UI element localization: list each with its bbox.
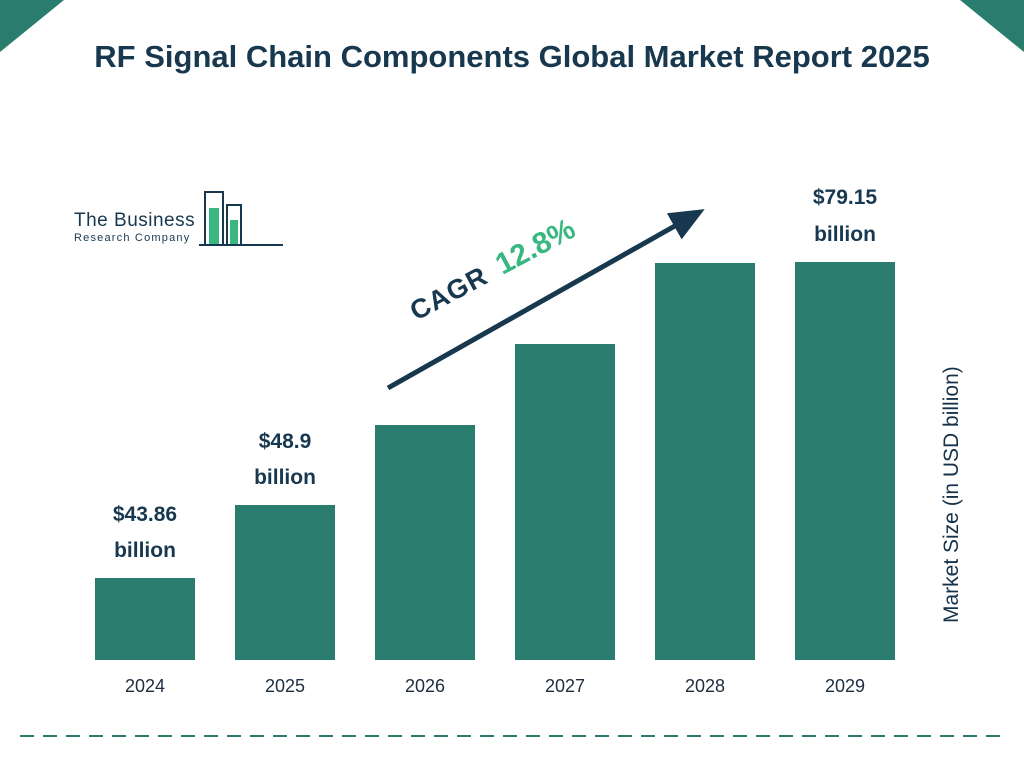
company-logo-text: The Business Research Company <box>74 210 195 250</box>
logo-text-primary: The Business <box>74 210 196 231</box>
x-axis-tick-label: 2027 <box>544 676 586 696</box>
x-axis-tick-label: 2026 <box>404 676 446 696</box>
y-axis-label: Market Size (in USD billion) <box>940 366 963 624</box>
bar-2026 <box>375 425 475 660</box>
bar-2024 <box>95 578 195 660</box>
bar-value-unit: billion <box>814 222 876 246</box>
corner-triangle-right <box>960 0 1024 52</box>
bar-value-label: $43.86 billion <box>95 497 195 571</box>
bar-value-unit: billion <box>114 539 176 563</box>
x-axis-tick-label: 2025 <box>264 676 306 696</box>
x-axis-tick-label: 2029 <box>824 676 866 696</box>
bar-chart-logo-icon <box>199 191 284 246</box>
bar-value-amount: $79.15 <box>812 186 878 209</box>
bar-column-2027: 2027 <box>515 180 615 697</box>
bar-value-label: $79.15 billion <box>795 180 895 254</box>
bar-2025 <box>235 505 335 660</box>
bar-value-amount: $48.9 <box>258 429 312 453</box>
bar-2027 <box>515 344 615 660</box>
x-axis-tick-label: 2028 <box>684 676 726 696</box>
bar-value-unit: billion <box>254 466 316 490</box>
bar-2028 <box>655 263 755 660</box>
company-logo: The Business Research Company <box>74 188 285 250</box>
bar-value-label: $48.9 billion <box>235 424 335 498</box>
bar-2029 <box>795 261 895 660</box>
corner-triangle-left <box>0 0 64 52</box>
bottom-dashed-divider <box>20 735 1004 737</box>
logo-text-secondary: Research Company <box>74 232 191 244</box>
bar-column-2029: $79.15 billion 2029 <box>795 180 895 697</box>
page-title: RF Signal Chain Components Global Market… <box>94 39 930 74</box>
bar-column-2028: 2028 <box>655 180 755 697</box>
bar-chart: $43.86 billion 2024 $48.9 billion 2025 2026 202… <box>95 180 895 697</box>
bar-column-2024: $43.86 billion 2024 <box>95 180 195 697</box>
trend-arrow <box>386 209 705 391</box>
bar-value-amount: $43.86 <box>112 502 178 526</box>
bar-column-2025: $48.9 billion 2025 <box>235 180 335 697</box>
x-axis-tick-label: 2024 <box>124 676 166 696</box>
bar-column-2026: 2026 <box>375 180 475 697</box>
